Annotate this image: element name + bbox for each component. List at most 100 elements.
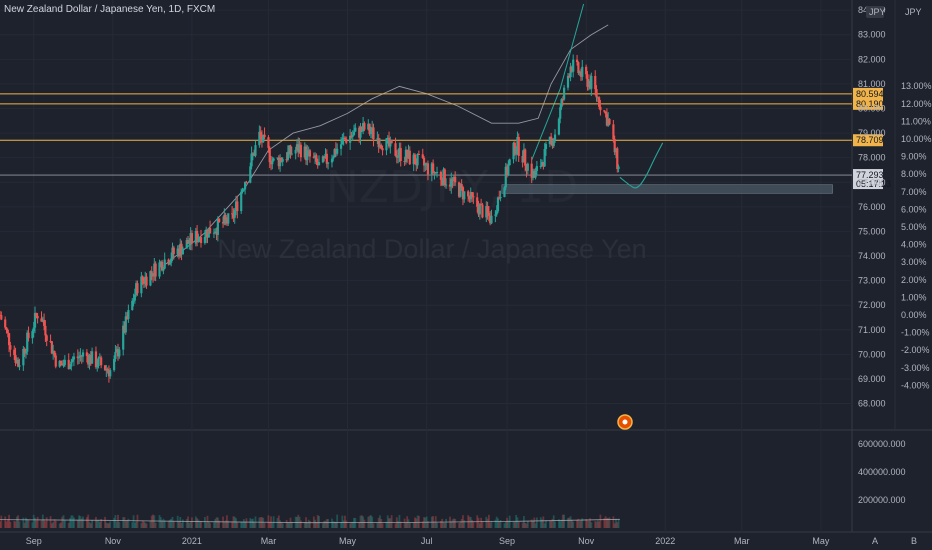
volume-bar <box>567 518 569 528</box>
price-tick-label: 72.000 <box>858 300 886 310</box>
volume-bar <box>299 520 302 528</box>
volume-bar <box>105 522 108 528</box>
candle-body <box>141 276 144 282</box>
volume-bar <box>179 516 182 528</box>
candle-body <box>603 110 606 112</box>
candle-body <box>432 163 435 173</box>
candle-body <box>380 145 383 149</box>
candle-body <box>397 155 400 158</box>
volume-bar <box>412 522 415 528</box>
volume-bar <box>590 522 593 528</box>
candle-body <box>566 75 570 88</box>
volume-bar <box>140 523 143 528</box>
candle-body <box>281 159 284 162</box>
volume-bar <box>316 515 319 528</box>
candle-body <box>362 123 365 132</box>
volume-bar <box>398 514 401 528</box>
candle-body <box>81 352 85 357</box>
candle-body <box>223 214 226 224</box>
volume-bar <box>96 519 99 528</box>
volume-bar <box>288 522 291 528</box>
watermark-name: New Zealand Dollar / Japanese Yen <box>217 234 646 264</box>
volume-bar <box>60 522 62 528</box>
candle-body <box>231 213 234 215</box>
candle-body <box>52 350 55 354</box>
volume-bar <box>394 523 397 528</box>
volume-bar <box>135 521 138 528</box>
volume-bar <box>454 518 457 528</box>
volume-bar <box>58 523 61 528</box>
pct-tick-label: 9.00% <box>901 152 927 162</box>
candle-body <box>548 136 551 145</box>
candle-body <box>163 259 166 269</box>
volume-bar <box>433 521 436 528</box>
candle-body <box>540 162 544 166</box>
candle-body <box>507 165 510 176</box>
volume-bar <box>369 515 372 528</box>
volume-bar <box>25 517 27 528</box>
candle-body <box>522 149 526 163</box>
volume-bar <box>185 519 188 528</box>
indicator-toggle-icon[interactable] <box>617 414 633 430</box>
candle-body <box>218 218 221 222</box>
volume-bar <box>517 521 520 528</box>
candle-body <box>408 150 411 165</box>
volume-bar <box>143 521 145 528</box>
volume-bar <box>224 520 227 528</box>
volume-bar <box>100 518 103 528</box>
candle-body <box>144 276 147 284</box>
candle-body <box>42 319 46 326</box>
candle-body <box>241 189 244 192</box>
candle-body <box>533 170 536 178</box>
candle-body <box>508 159 511 166</box>
price-currency-label: JPY <box>869 7 886 17</box>
candle-body <box>308 150 312 157</box>
candle-body <box>439 171 443 180</box>
volume-bar <box>108 523 110 528</box>
price-tick-label: 74.000 <box>858 251 886 261</box>
volume-bar <box>161 520 164 528</box>
volume-bar <box>245 518 248 528</box>
volume-bar <box>421 521 424 528</box>
projection-path[interactable] <box>619 142 664 189</box>
candle-body <box>552 139 555 147</box>
volume-bar <box>512 521 515 528</box>
candle-body <box>62 365 65 367</box>
volume-bar <box>69 518 71 528</box>
candle-body <box>587 80 590 87</box>
volume-bar <box>15 516 18 528</box>
zone-rect <box>501 184 833 194</box>
candle-body <box>577 62 580 74</box>
candle-body <box>485 206 488 218</box>
candle-body <box>116 349 120 357</box>
candle-body <box>280 157 283 162</box>
volume-bar <box>568 517 571 528</box>
candle-body <box>132 300 135 302</box>
time-tick-label: May <box>812 536 830 546</box>
volume-bar <box>286 522 289 528</box>
support-zone[interactable] <box>501 184 833 194</box>
volume-bar <box>61 516 64 528</box>
volume-bar <box>399 521 402 528</box>
candle-body <box>389 139 392 147</box>
volume-bar <box>541 519 543 528</box>
volume-bar <box>132 515 135 528</box>
volume-bar <box>290 521 293 528</box>
candle-body <box>181 248 184 255</box>
volume-bar <box>235 518 237 528</box>
volume-bar <box>91 520 93 528</box>
candle-body <box>422 157 426 166</box>
candle-body <box>487 212 490 216</box>
candle-body <box>594 75 597 90</box>
candle-body <box>352 131 356 136</box>
volume-bar <box>612 516 615 528</box>
volume-bar <box>307 519 310 528</box>
candle-body <box>304 146 308 161</box>
volume-bar <box>263 523 266 528</box>
volume-bar <box>0 515 3 528</box>
volume-bar <box>314 519 317 528</box>
candle-body <box>342 137 345 139</box>
